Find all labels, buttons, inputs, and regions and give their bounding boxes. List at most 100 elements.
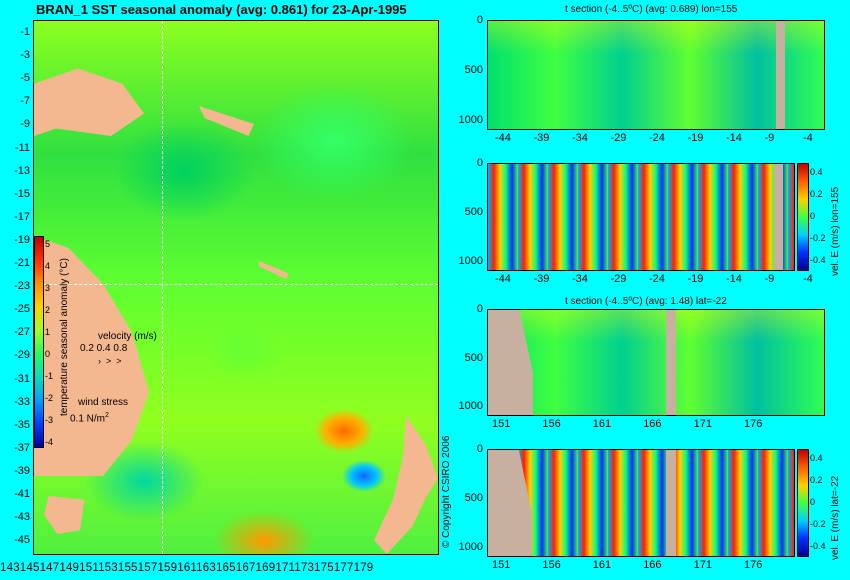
panel4-colorbar: [797, 449, 809, 557]
sst-colorbar-tick: 0: [45, 349, 51, 359]
panel2-x-tick: -19: [687, 273, 704, 285]
panel2-colorbar-tick: 0.4: [810, 167, 823, 177]
panel1-x-tick: -19: [687, 132, 704, 144]
panel3-y-tick: 1000: [458, 400, 483, 412]
panel1-x-tick: -44: [495, 132, 511, 144]
panel2-x-tick: -34: [572, 273, 588, 285]
panel1-x-tick: -34: [572, 132, 588, 144]
panel4-y-tick: 1000: [458, 541, 483, 553]
land-solomon-islands: [199, 106, 254, 136]
map-y-tick: -13: [14, 164, 30, 177]
panel3-t-section-lat-22[interactable]: [487, 309, 825, 416]
panel4-colorbar-tick: -0.4: [810, 541, 826, 551]
velocity-legend: velocity (m/s) 0.2 0.4 0.8 › > >: [80, 331, 157, 367]
panel4-x-tick: 171: [693, 559, 712, 571]
map-y-tick: -27: [14, 326, 30, 339]
crosshair-lon: [162, 21, 163, 554]
land-new-guinea: [34, 68, 144, 136]
panel2-x-tick: -9: [764, 273, 775, 285]
crosshair-lat: [34, 284, 438, 285]
map-y-tick: -9: [20, 118, 30, 131]
map-y-tick: -23: [14, 280, 30, 293]
map-y-tick: -5: [20, 72, 30, 85]
panel1-x-tick: -9: [764, 132, 775, 144]
map-y-tick: -45: [14, 534, 30, 547]
panel4-land: [488, 450, 532, 556]
panel2-x-tick: -29: [610, 273, 627, 285]
map-y-tick: -33: [14, 395, 30, 408]
panel2-vel-section-lon155[interactable]: [487, 163, 795, 271]
map-y-tick: -43: [14, 511, 30, 524]
map-y-tick: -3: [20, 49, 30, 62]
map-y-tick: -29: [14, 349, 30, 362]
panel1-y-tick: 500: [464, 64, 483, 76]
map-y-tick: -35: [14, 418, 30, 431]
panel2-y-tick: 1000: [458, 255, 483, 267]
panel4-x-tick: 156: [542, 559, 561, 571]
panel4-side-label: vel. E (m/s) lat=-22: [830, 475, 841, 560]
panel2-gap: [774, 164, 783, 270]
panel2-colorbar-tick: -0.2: [810, 233, 826, 243]
sst-colorbar-tick: -2: [45, 393, 54, 403]
wind-legend-value: 0.1 N/m: [70, 413, 106, 425]
panel1-x-tick: -24: [649, 132, 665, 144]
sst-colorbar-tick: -4: [45, 437, 54, 447]
panel2-colorbar-tick: 0.2: [810, 189, 823, 199]
panel3-x-tick: 151: [492, 418, 511, 430]
panel3-x-tick: 161: [592, 418, 612, 430]
panel3-x-tick: 166: [643, 418, 662, 430]
copyright-text: © Copyright CSIRO 2006: [441, 435, 452, 548]
sst-colorbar-tick: 1: [45, 327, 51, 337]
panel3-y-tick: 500: [464, 351, 483, 364]
panel1-gap: [776, 21, 785, 129]
map-y-tick: -41: [14, 488, 30, 500]
map-y-tick: -19: [14, 233, 30, 246]
panel1-x-tick: -14: [726, 132, 742, 144]
panel1-t-section-lon155[interactable]: [487, 20, 825, 130]
map-y-tick: -17: [14, 210, 30, 223]
panel2-colorbar-tick: 0: [810, 211, 816, 221]
panel4-gap: [666, 450, 676, 556]
velocity-legend-arrows: › > >: [98, 356, 122, 366]
panel1-y-tick: 0: [476, 14, 483, 26]
panel3-x-tick: 176: [744, 418, 763, 430]
panel4-x-tick: 151: [492, 559, 511, 571]
sst-colorbar-tick: -1: [45, 371, 54, 381]
panel4-y-tick: 500: [464, 492, 483, 504]
land-tasmania: [44, 496, 85, 534]
map-y-tick: -7: [20, 95, 30, 108]
land-new-zealand: [374, 416, 438, 554]
panel3-x-tick: 156: [542, 418, 561, 430]
panel2-x-tick: -39: [533, 273, 550, 285]
panel4-x-tick: 166: [643, 559, 662, 571]
panel4-colorbar-tick: 0.4: [810, 453, 823, 463]
panel4-x-tick: 176: [744, 559, 763, 571]
panel4-vel-section-lat-22[interactable]: [487, 449, 795, 557]
map-y-tick: -11: [14, 141, 30, 154]
panel1-x-tick: -39: [533, 132, 550, 144]
panel4-colorbar-tick: -0.2: [810, 519, 826, 529]
sst-anomaly-map[interactable]: 5 4 3 2 1 0 -1 -2 -3 -4 temperature seasonal anom…: [33, 20, 439, 555]
panel2-x-tick: -24: [649, 273, 665, 285]
map-y-tick: -1: [20, 26, 30, 38]
panel2-y-tick: 0: [476, 157, 483, 169]
panel1-x-tick: -29: [610, 132, 627, 144]
map-title: BRAN_1 SST seasonal anomaly (avg: 0.861)…: [36, 2, 407, 17]
sst-colorbar: [34, 236, 44, 448]
panel3-x-tick: 171: [693, 418, 712, 430]
panel4-colorbar-tick: 0: [810, 497, 816, 507]
panel3-land: [488, 310, 533, 415]
map-y-tick: -21: [14, 257, 30, 269]
panel2-side-label: vel. E (m/s) lon=155: [830, 186, 841, 276]
wind-legend-label: wind stress: [78, 397, 129, 408]
panel4-x-tick: 161: [592, 559, 612, 571]
panel1-y-tick: 1000: [458, 114, 483, 126]
panel2-x-tick: -44: [495, 273, 511, 285]
panel2-y-tick: 500: [464, 206, 483, 218]
panel2-x-tick: -14: [726, 273, 742, 285]
panel1-title: t section (-4..5ºC) (avg: 0.689) lon=155: [565, 4, 738, 15]
sst-colorbar-tick: 3: [45, 283, 51, 293]
map-y-tick: -25: [14, 303, 30, 316]
sst-colorbar-tick: 5: [45, 239, 51, 249]
panel1-x-tick: -4: [803, 132, 813, 144]
